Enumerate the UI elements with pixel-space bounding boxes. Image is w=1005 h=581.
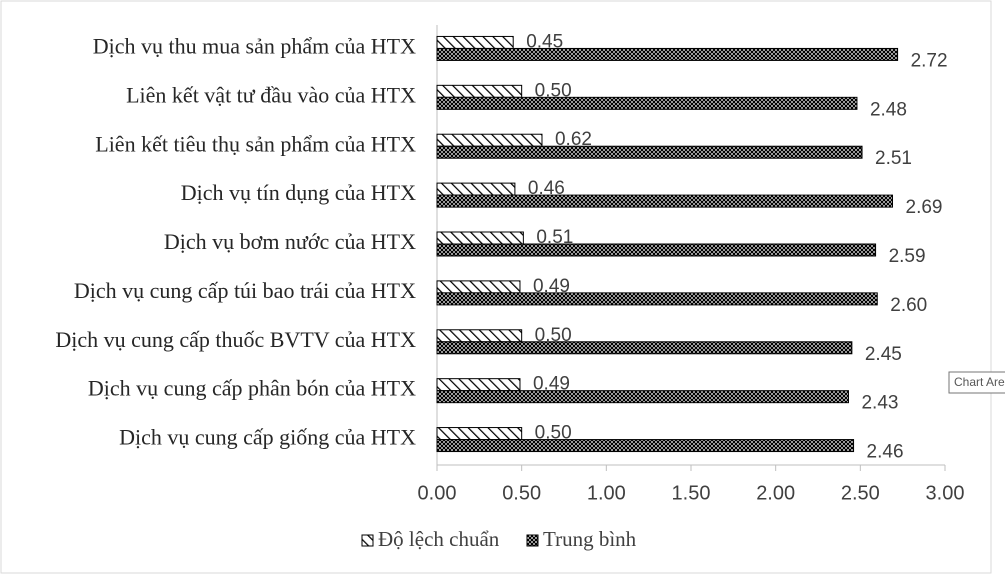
bar [436,427,523,441]
bar [436,145,863,159]
bar [436,96,858,110]
x-tick-label: 2.00 [756,482,795,504]
category-label: Liên kết tiêu thụ sản phẩm của HTX [95,131,416,156]
bar [436,194,894,208]
data-label: 0.49 [533,276,570,297]
data-label: 0.50 [535,80,572,101]
data-label: 0.50 [535,423,572,444]
bar [436,84,523,98]
bar [436,439,855,453]
data-label: 2.59 [889,246,926,267]
category-label: Dịch vụ cung cấp túi bao trái của HTX [74,278,416,303]
bar [436,47,899,61]
data-label: 0.46 [528,178,565,199]
bar [436,243,877,257]
category-label: Dịch vụ cung cấp thuốc BVTV của HTX [55,327,416,352]
bar [436,35,514,49]
bar [436,231,524,245]
bar [436,280,521,294]
bar [436,133,543,147]
category-label: Dịch vụ cung cấp phân bón của HTX [88,376,416,401]
legend-swatch [526,534,539,547]
legend-label: Trung bình [543,527,637,551]
bar [436,378,521,392]
data-label: 0.49 [533,374,570,395]
data-label: 2.69 [906,197,943,218]
x-tick-label: 2.50 [841,482,880,504]
legend-label: Độ lệch chuẩn [378,527,500,551]
x-tick-label: 1.00 [587,482,626,504]
legend-swatch [361,534,374,547]
data-label: 2.51 [875,148,912,169]
data-label: 2.43 [861,393,898,414]
category-label: Dịch vụ tín dụng của HTX [181,180,416,205]
x-tick-label: 1.50 [672,482,711,504]
data-label: 2.48 [870,99,907,120]
category-label: Dịch vụ thu mua sản phẩm của HTX [93,33,416,58]
category-label: Dịch vụ cung cấp giống của HTX [119,425,416,450]
bar [436,390,849,404]
x-tick-label: 0.00 [418,482,457,504]
tooltip: Chart Are [948,371,1005,394]
data-label: 2.60 [890,295,927,316]
data-label: 0.62 [555,129,592,150]
category-label: Dịch vụ bơm nước của HTX [164,229,416,254]
bar [436,292,878,306]
data-label: 2.45 [865,344,902,365]
bar [436,182,516,196]
data-label: 0.50 [535,325,572,346]
category-label: Liên kết vật tư đầu vào của HTX [126,82,416,107]
x-tick-label: 0.50 [502,482,541,504]
bar [436,329,523,343]
tooltip-text: Chart Are [954,375,1005,389]
data-label: 2.72 [911,50,948,71]
x-tick-label: 3.00 [926,482,965,504]
data-label: 2.46 [867,442,904,463]
bar [436,341,853,355]
data-label: 0.45 [526,31,563,52]
data-label: 0.51 [536,227,573,248]
